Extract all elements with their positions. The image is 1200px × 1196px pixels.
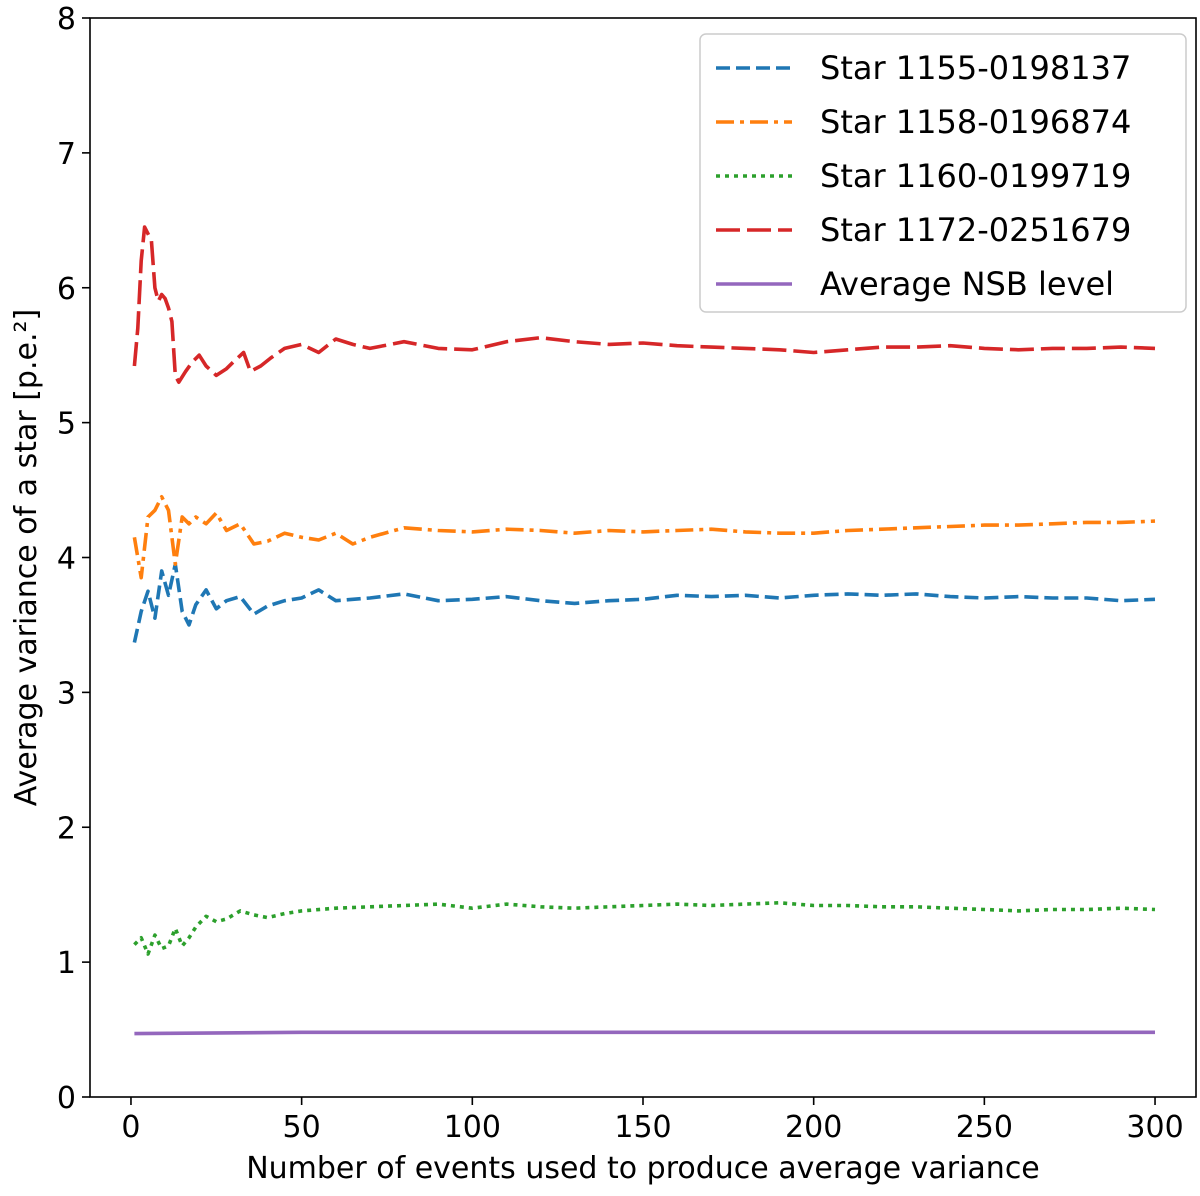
x-tick-label: 250	[956, 1110, 1013, 1145]
x-tick-label: 200	[785, 1110, 842, 1145]
legend-label-5: Average NSB level	[820, 265, 1114, 303]
y-tick-label: 1	[57, 946, 76, 981]
x-tick-label: 100	[444, 1110, 501, 1145]
legend-label-1: Star 1155-0198137	[820, 49, 1131, 87]
y-tick-label: 5	[57, 407, 76, 442]
y-tick-label: 3	[57, 676, 76, 711]
x-tick-label: 50	[283, 1110, 321, 1145]
x-tick-label: 150	[614, 1110, 671, 1145]
ticks-layer: 0 50 100 150 200 250 300 0 1 2 3 4 5 6 7 8	[57, 2, 1184, 1145]
legend-label-2: Star 1158-0196874	[820, 103, 1131, 141]
series-line-4	[132, 225, 1156, 384]
legend-label-3: Star 1160-0199719	[820, 157, 1131, 195]
y-tick-label: 0	[57, 1081, 76, 1116]
y-tick-label: 7	[57, 137, 76, 172]
y-tick-label: 6	[57, 272, 76, 307]
series-line-1	[132, 562, 1156, 643]
series-line-2	[132, 495, 1156, 580]
legend: Star 1155-0198137 Star 1158-0196874 Star 1…	[699, 33, 1187, 313]
y-axis-title: Average variance of a star [p.e.²]	[9, 309, 44, 806]
legend-label-4: Star 1172-0251679	[820, 211, 1131, 249]
x-tick-label: 0	[121, 1110, 140, 1145]
y-tick-label: 8	[57, 2, 76, 37]
y-tick-label: 2	[57, 811, 76, 846]
series-layer	[132, 225, 1156, 1036]
y-tick-label: 4	[57, 542, 76, 577]
x-tick-label: 300	[1126, 1110, 1183, 1145]
legend-box	[699, 33, 1187, 313]
series-line-5	[134, 1030, 1155, 1036]
series-line-3	[133, 901, 1156, 956]
x-axis-title: Number of events used to produce average…	[246, 1151, 1040, 1186]
